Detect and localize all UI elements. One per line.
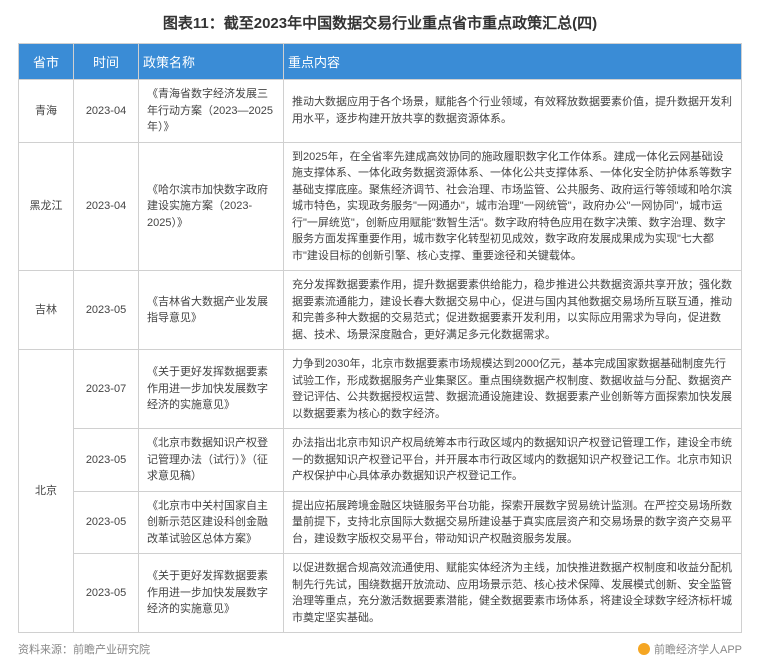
cell-content: 推动大数据应用于各个场景，赋能各个行业领域，有效释放数据要素价值，提升数据开发利…: [284, 80, 742, 143]
cell-province: 吉林: [19, 271, 74, 350]
table-row: 北京2023-07《关于更好发挥数据要素作用进一步加快发展数字经济的实施意见》力…: [19, 350, 742, 429]
cell-time: 2023-07: [74, 350, 139, 429]
col-header-province: 省市: [19, 44, 74, 80]
table-row: 2023-05《北京市数据知识产权登记管理办法（试行）》（征求意见稿）办法指出北…: [19, 429, 742, 492]
logo-icon: [638, 643, 650, 655]
cell-time: 2023-05: [74, 271, 139, 350]
source-text: 资料来源：前瞻产业研究院: [18, 641, 150, 657]
cell-policy: 《关于更好发挥数据要素作用进一步加快发展数字经济的实施意见》: [139, 554, 284, 633]
cell-content: 提出应拓展跨境金融区块链服务平台功能，探索开展数字贸易统计监测。在严控交易场所数…: [284, 491, 742, 554]
cell-policy: 《北京市数据知识产权登记管理办法（试行）》（征求意见稿）: [139, 429, 284, 492]
cell-policy: 《北京市中关村国家自主创新示范区建设科创金融改革试验区总体方案》: [139, 491, 284, 554]
col-header-policy: 政策名称: [139, 44, 284, 80]
cell-policy: 《关于更好发挥数据要素作用进一步加快发展数字经济的实施意见》: [139, 350, 284, 429]
cell-province: 青海: [19, 80, 74, 143]
cell-content: 以促进数据合规高效流通使用、赋能实体经济为主线，加快推进数据产权制度和收益分配机…: [284, 554, 742, 633]
cell-time: 2023-05: [74, 429, 139, 492]
cell-time: 2023-05: [74, 491, 139, 554]
cell-time: 2023-04: [74, 80, 139, 143]
table-row: 吉林2023-05《吉林省大数据产业发展指导意见》充分发挥数据要素作用，提升数据…: [19, 271, 742, 350]
cell-content: 力争到2030年，北京市数据要素市场规模达到2000亿元，基本完成国家数据基础制…: [284, 350, 742, 429]
table-row: 黑龙江2023-04《哈尔滨市加快数字政府建设实施方案（2023-2025）》到…: [19, 142, 742, 271]
header-row: 省市 时间 政策名称 重点内容: [19, 44, 742, 80]
table-row: 2023-05《关于更好发挥数据要素作用进一步加快发展数字经济的实施意见》以促进…: [19, 554, 742, 633]
footer-right: 前瞻经济学人APP: [638, 641, 742, 657]
cell-policy: 《青海省数字经济发展三年行动方案（2023—2025年）》: [139, 80, 284, 143]
cell-province: 北京: [19, 350, 74, 633]
cell-policy: 《吉林省大数据产业发展指导意见》: [139, 271, 284, 350]
footer: 资料来源：前瞻产业研究院 前瞻经济学人APP: [18, 641, 742, 657]
table-row: 2023-05《北京市中关村国家自主创新示范区建设科创金融改革试验区总体方案》提…: [19, 491, 742, 554]
cell-content: 充分发挥数据要素作用，提升数据要素供给能力，稳步推进公共数据资源共享开放；强化数…: [284, 271, 742, 350]
cell-time: 2023-04: [74, 142, 139, 271]
table-row: 青海2023-04《青海省数字经济发展三年行动方案（2023—2025年）》推动…: [19, 80, 742, 143]
cell-time: 2023-05: [74, 554, 139, 633]
policy-table: 省市 时间 政策名称 重点内容 青海2023-04《青海省数字经济发展三年行动方…: [18, 43, 742, 633]
cell-content: 办法指出北京市知识产权局统筹本市行政区域内的数据知识产权登记管理工作，建设全市统…: [284, 429, 742, 492]
col-header-content: 重点内容: [284, 44, 742, 80]
chart-title: 图表11：截至2023年中国数据交易行业重点省市重点政策汇总(四): [18, 12, 742, 33]
cell-content: 到2025年，在全省率先建成高效协同的施政履职数字化工作体系。建成一体化云网基础…: [284, 142, 742, 271]
col-header-time: 时间: [74, 44, 139, 80]
cell-policy: 《哈尔滨市加快数字政府建设实施方案（2023-2025）》: [139, 142, 284, 271]
cell-province: 黑龙江: [19, 142, 74, 271]
app-name: 前瞻经济学人APP: [654, 641, 742, 657]
